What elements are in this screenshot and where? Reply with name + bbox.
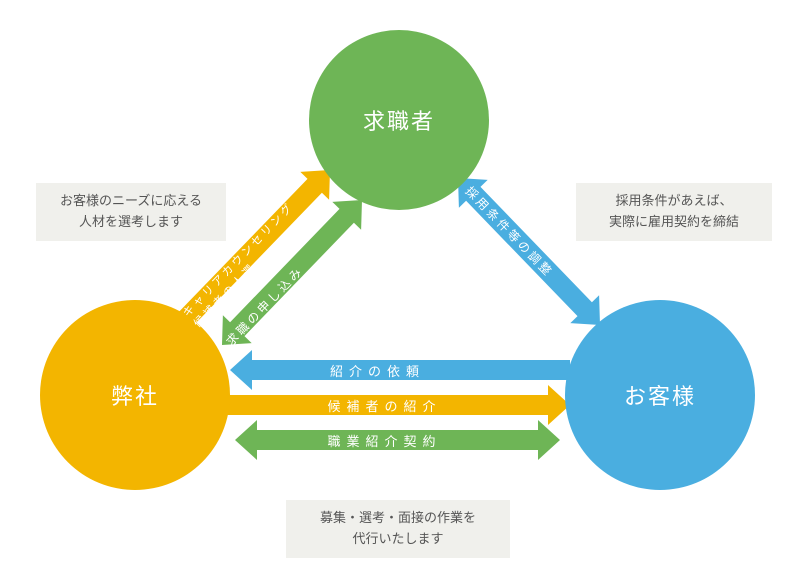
- node-jobseeker: 求職者: [309, 30, 489, 210]
- node-client-label: お客様: [624, 379, 696, 411]
- caption-right-text: 採用条件があえば、実際に雇用契約を締結: [609, 191, 739, 233]
- caption-bottom-text: 募集・選考・面接の作業を代行いたします: [320, 508, 476, 550]
- arrow-label-contract: 職業紹介契約: [328, 431, 442, 450]
- caption-right: 採用条件があえば、実際に雇用契約を締結: [576, 183, 772, 241]
- node-jobseeker-label: 求職者: [363, 104, 435, 136]
- node-company-label: 弊社: [111, 379, 159, 411]
- caption-left: お客様のニーズに応える人材を選考します: [36, 183, 226, 241]
- node-client: お客様: [565, 300, 755, 490]
- caption-bottom: 募集・選考・面接の作業を代行いたします: [286, 500, 510, 558]
- caption-left-text: お客様のニーズに応える人材を選考します: [60, 191, 202, 233]
- arrow-label-introduce: 候補者の紹介: [328, 396, 442, 415]
- arrow-label-request: 紹介の依頼: [330, 361, 425, 380]
